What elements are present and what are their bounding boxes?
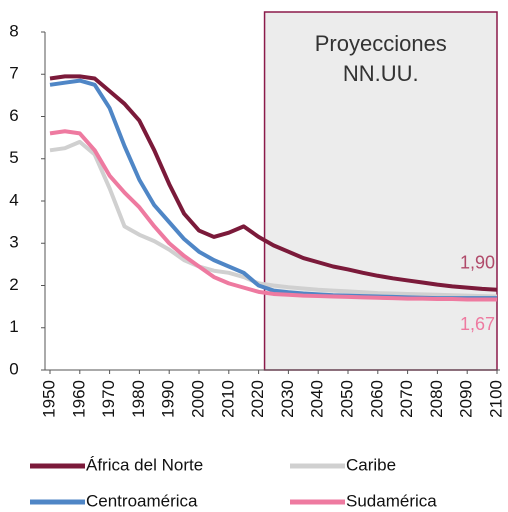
x-tick-label: 2100 [486,380,505,418]
x-tick-label: 1950 [39,380,58,418]
legend-label: Sudamérica [346,491,437,510]
x-tick-label: 2050 [337,380,356,418]
x-tick-label: 2020 [248,380,267,418]
projection-label: NN.UU. [343,61,419,86]
y-tick-label: 1 [9,317,18,336]
x-tick-label: 2090 [457,380,476,418]
end-label: 1,67 [460,314,495,334]
x-tick-label: 1980 [129,380,148,418]
x-tick-label: 2000 [188,380,207,418]
y-tick-label: 5 [9,148,18,167]
series-line [49,74,498,292]
projection-label: Proyecciones [315,31,447,56]
x-tick-label: 1970 [99,380,118,418]
y-tick-label: 6 [9,106,18,125]
x-tick-label: 2040 [308,380,327,418]
x-tick-label: 2060 [367,380,386,418]
legend-label: Caribe [346,455,396,474]
x-tick-label: 1960 [69,380,88,418]
projection-region [263,11,498,371]
x-tick-label: 2030 [278,380,297,418]
legend-label: Centroamérica [86,491,198,510]
y-tick-label: 8 [9,21,18,40]
legend-label: África del Norte [86,455,203,474]
y-tick-label: 4 [9,190,18,209]
x-tick-label: 2080 [427,380,446,418]
y-tick-label: 3 [9,233,18,252]
y-tick-label: 0 [9,359,18,378]
x-tick-label: 2070 [397,380,416,418]
series-line [49,129,497,302]
series-line [49,139,498,299]
y-tick-label: 7 [9,64,18,83]
y-tick-label: 2 [9,275,18,294]
end-label: 1,90 [460,252,495,272]
x-tick-label: 2010 [218,380,237,418]
x-tick-label: 1990 [159,380,178,418]
